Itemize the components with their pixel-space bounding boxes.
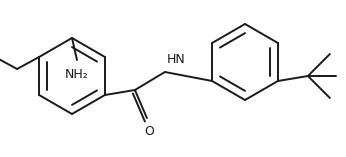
Text: HN: HN [167, 53, 186, 66]
Text: O: O [144, 125, 154, 138]
Text: NH₂: NH₂ [65, 68, 89, 81]
